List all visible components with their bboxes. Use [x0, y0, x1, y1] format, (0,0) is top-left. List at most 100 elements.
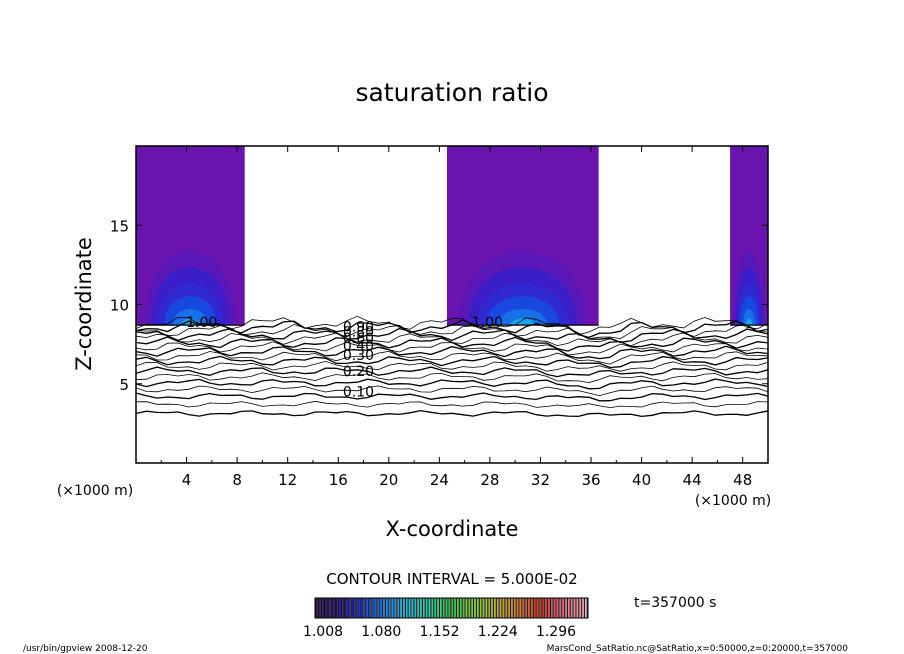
colorbar-gap [541, 598, 543, 618]
colorbar-gap [546, 598, 549, 618]
colorbar-swatch [516, 598, 519, 618]
colorbar-gap [413, 598, 415, 618]
colorbar-gap [364, 598, 367, 618]
colorbar-gap [475, 598, 478, 618]
colorbar-gap [387, 598, 389, 618]
colorbar-swatch [497, 598, 499, 618]
colorbar-gap [379, 598, 381, 618]
colorbar-gap [433, 598, 435, 618]
colorbar-swatch [514, 598, 516, 618]
colorbar-swatch [414, 598, 417, 618]
colorbar-gap [467, 598, 469, 618]
colorbar-gap [552, 598, 554, 618]
colorbar-gap [441, 598, 443, 618]
x-tick-label: 20 [379, 471, 398, 489]
y-tick-label: 5 [119, 376, 129, 394]
colorbar-gap [373, 598, 375, 618]
colorbar-swatch [460, 598, 462, 618]
colorbar-gap [492, 598, 495, 618]
colorbar-gap [438, 598, 441, 618]
colorbar-swatch [386, 598, 388, 618]
contour-line [136, 385, 768, 397]
colorbar-gap [515, 598, 517, 618]
colorbar-swatch [457, 598, 459, 618]
colorbar-swatch [374, 598, 377, 618]
colorbar-gap [325, 598, 327, 618]
contour-label: 0.90 [343, 320, 374, 336]
colorbar-swatch [536, 598, 539, 618]
x-tick-label: 12 [278, 471, 297, 489]
contour-label: 0.20 [343, 364, 374, 380]
contour-line [136, 350, 768, 365]
colorbar-swatch [445, 598, 448, 618]
x-tick-label: 36 [581, 471, 600, 489]
shading-band [498, 308, 548, 326]
colorbar-swatch [403, 598, 405, 618]
time-label: t=357000 s [634, 595, 716, 611]
colorbar-gap [370, 598, 372, 618]
colorbar-gap [401, 598, 404, 618]
colorbar-gap [481, 598, 483, 618]
colorbar-swatch [394, 598, 397, 618]
colorbar-gap [319, 598, 321, 618]
colorbar-swatch [576, 598, 579, 618]
contour-lines [136, 315, 768, 418]
colorbar-gap [490, 598, 492, 618]
shading-band [742, 308, 756, 326]
colorbar-swatch [531, 598, 533, 618]
colorbar-gap [339, 598, 341, 618]
colorbar-swatch [548, 598, 550, 618]
colorbar-swatch [369, 598, 371, 618]
colorbar-swatch [468, 598, 471, 618]
contour-line [136, 378, 768, 390]
x-tick-label: 8 [232, 471, 242, 489]
colorbar-gap [583, 598, 586, 618]
colorbar [315, 598, 588, 618]
colorbar-gap [416, 598, 418, 618]
contour-label: 0.40 [343, 339, 374, 355]
colorbar-tick-label: 1.008 [303, 624, 343, 640]
colorbar-swatch [585, 598, 587, 618]
colorbar-gap [484, 598, 486, 618]
colorbar-swatch [562, 598, 564, 618]
colorbar-gap [538, 598, 540, 618]
colorbar-swatch [551, 598, 553, 618]
contour-line [136, 315, 768, 336]
x-tick-label: 28 [480, 471, 499, 489]
colorbar-gap [353, 598, 355, 618]
colorbar-gap [521, 598, 523, 618]
colorbar-gap [404, 598, 406, 618]
colorbar-swatch [522, 598, 525, 618]
y-tick-label: 15 [110, 217, 129, 235]
colorbar-swatch [388, 598, 391, 618]
colorbar-gap [572, 598, 574, 618]
contour-line [136, 392, 768, 402]
colorbar-swatch [579, 598, 582, 618]
x-axis-unit-right: (×1000 m) [695, 493, 771, 509]
colorbar-gap [535, 598, 537, 618]
colorbar-swatch [519, 598, 522, 618]
colorbar-swatch [354, 598, 357, 618]
colorbar-gap [464, 598, 466, 618]
colorbar-swatch [485, 598, 488, 618]
x-axis-ticks: 4 8 12 16 20 24 28 32 36 40 44 48 [160, 146, 752, 489]
colorbar-gap [350, 598, 352, 618]
colorbar-gap [447, 598, 449, 618]
colorbar-swatch [380, 598, 382, 618]
colorbar-swatch [323, 598, 326, 618]
colorbar-gap [518, 598, 520, 618]
colorbar-swatch [462, 598, 465, 618]
colorbar-gap [424, 598, 426, 618]
colorbar-gap [362, 598, 364, 618]
colorbar-gap [333, 598, 335, 618]
colorbar-tick-label: 1.152 [419, 624, 459, 640]
colorbar-gap [327, 598, 330, 618]
contour-line [136, 355, 768, 369]
colorbar-gap [495, 598, 497, 618]
colorbar-gap [345, 598, 347, 618]
x-tick-label: 16 [329, 471, 348, 489]
colorbar-gap [507, 598, 509, 618]
colorbar-gap [563, 598, 566, 618]
colorbar-swatch [434, 598, 437, 618]
